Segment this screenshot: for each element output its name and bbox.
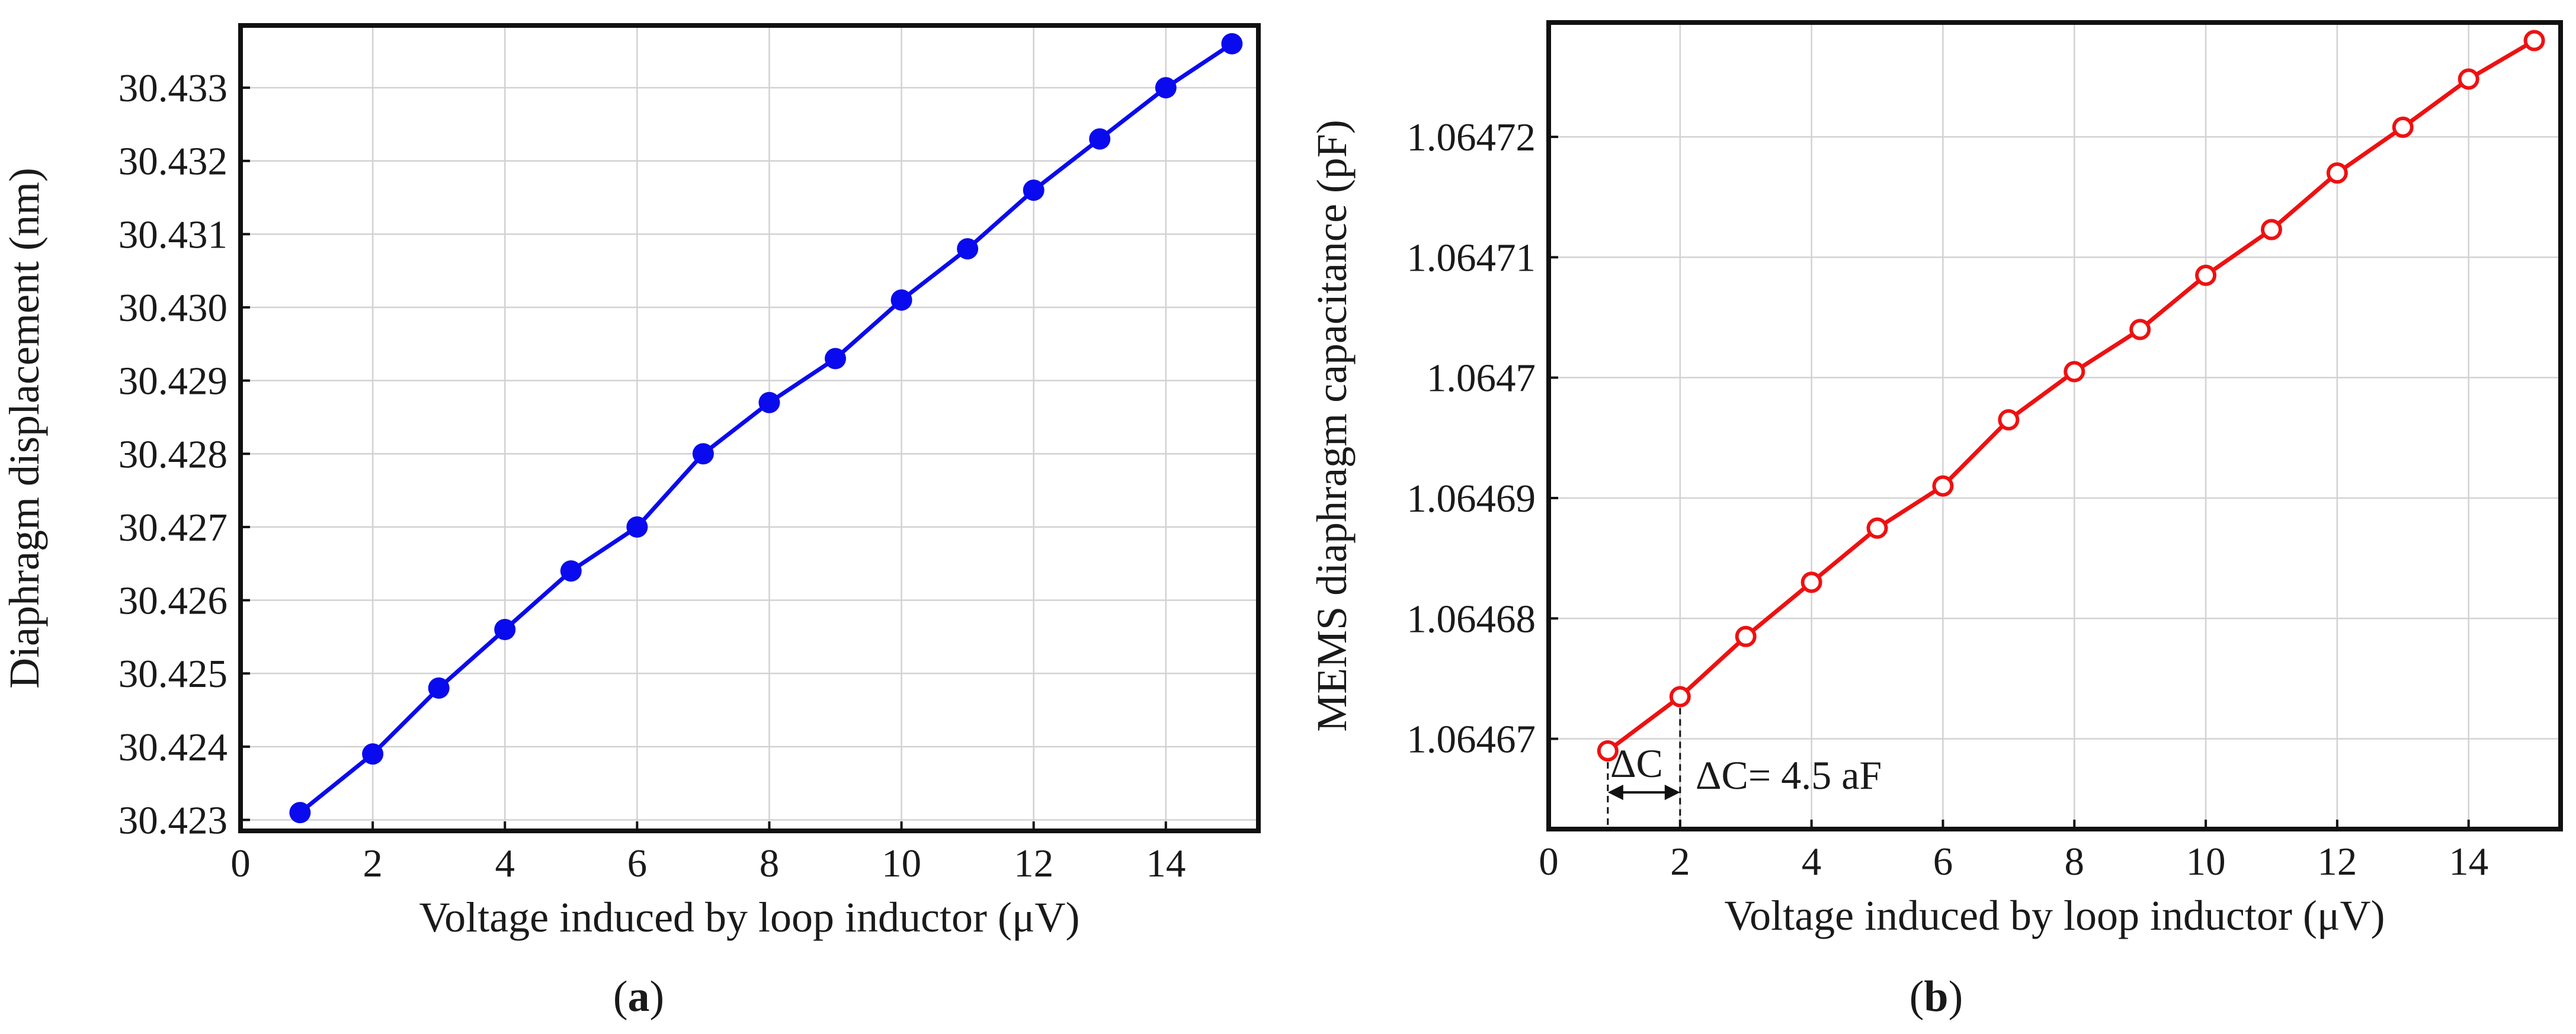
panel-label: (a) (613, 972, 664, 1021)
panel-b: 0 2 4 6 8 10 12 14 1.06467 1.06468 1.06469 1.0647 1.… (1308, 20, 2563, 1021)
x-tick-label: 4 (495, 842, 515, 885)
panel-label: (b) (1909, 972, 1963, 1021)
data-point (1669, 686, 1691, 708)
x-tick-label: 12 (1014, 842, 1053, 885)
data-point (1089, 128, 1111, 150)
data-point (1597, 740, 1619, 762)
data-point (957, 238, 979, 260)
data-point (2195, 264, 2217, 286)
data-point (1998, 409, 2020, 431)
y-tick-label: 30.424 (118, 725, 228, 769)
x-tick-label: 0 (230, 842, 251, 885)
panel-label-close: ) (650, 972, 665, 1021)
x-tick-label: 4 (1802, 840, 1822, 884)
x-tick-label: 12 (2317, 840, 2357, 884)
data-point (626, 516, 648, 538)
data-point (1932, 475, 1954, 497)
data-point (428, 677, 450, 699)
x-tick-label: 8 (2065, 840, 2085, 884)
x-tick-label: 2 (363, 842, 383, 885)
gridlines (1547, 23, 2561, 829)
panel-label-open: ( (1909, 972, 1924, 1021)
y-tick-label: 30.428 (118, 432, 228, 476)
x-tick-label: 14 (2449, 840, 2488, 884)
y-tick-label: 30.423 (118, 798, 228, 842)
panel-label-letter: a (628, 972, 650, 1021)
y-tick-label: 30.425 (118, 652, 228, 696)
y-tick-label: 30.433 (118, 66, 228, 110)
ticks: 0 2 4 6 8 10 12 14 1.06467 1.06468 1.06469 1.0647 1.… (1406, 115, 2488, 884)
data-point (1155, 77, 1177, 99)
series-displacement (289, 33, 1243, 824)
x-tick-label: 6 (627, 842, 648, 885)
arrow-head-right (1664, 785, 1680, 800)
plot-frame (238, 23, 1261, 833)
y-tick-label: 30.432 (118, 140, 228, 184)
panel-a: 0 2 4 6 8 10 12 14 30.423 30.424 30.425 30.426 30.42… (1, 23, 1261, 1021)
panel-label-letter: b (1924, 972, 1948, 1021)
y-tick-label: 30.430 (118, 286, 228, 330)
y-axis-label: Diaphragm displacement (nm) (1, 168, 48, 689)
data-point (2261, 219, 2282, 240)
y-tick-label: 30.426 (118, 579, 228, 623)
delta-c-annotation: ΔC ΔC= 4.5 aF (1607, 696, 1882, 829)
data-point (2523, 30, 2545, 52)
x-axis-label: Voltage induced by loop inductor (μV) (1724, 892, 2385, 939)
data-point (2064, 361, 2085, 383)
arrow-head-left (1607, 785, 1623, 800)
x-tick-label: 10 (882, 842, 921, 885)
y-tick-label: 1.06467 (1406, 718, 1536, 762)
data-point (2129, 319, 2151, 341)
data-point (1800, 571, 1822, 593)
data-point (289, 802, 311, 824)
gridlines (239, 25, 1258, 831)
y-tick-label: 30.431 (118, 213, 228, 256)
ticks: 0 2 4 6 8 10 12 14 30.423 30.424 30.425 30.426 30.42… (118, 66, 1186, 885)
x-tick-label: 10 (2186, 840, 2226, 884)
y-axis-label: MEMS diaphragm capacitance (pF) (1308, 120, 1356, 732)
x-tick-label: 8 (760, 842, 780, 885)
delta-c-label: ΔC (1610, 741, 1663, 786)
delta-c-value: ΔC= 4.5 aF (1696, 753, 1882, 798)
panel-label-close: ) (1949, 972, 1963, 1021)
x-tick-label: 0 (1539, 840, 1559, 884)
data-point (1023, 179, 1045, 201)
x-axis-label: Voltage induced by loop inductor (μV) (419, 894, 1079, 941)
y-tick-label: 1.06471 (1406, 236, 1536, 280)
data-point (1735, 625, 1757, 647)
series-capacitance (1597, 30, 2545, 762)
y-tick-label: 1.0647 (1427, 357, 1536, 400)
data-point (362, 743, 384, 765)
data-point (2392, 116, 2414, 138)
data-point (560, 560, 582, 582)
panel-label-open: ( (613, 972, 628, 1021)
data-point (692, 443, 714, 465)
data-point (2326, 162, 2348, 184)
y-tick-label: 1.06472 (1406, 115, 1536, 159)
y-tick-label: 30.429 (118, 359, 228, 403)
data-point (494, 619, 516, 640)
y-tick-label: 1.06468 (1406, 597, 1536, 641)
data-point (1866, 517, 1888, 539)
y-tick-label: 30.427 (118, 506, 228, 550)
y-tick-label: 1.06469 (1406, 477, 1536, 521)
data-point (2458, 68, 2479, 90)
x-tick-label: 2 (1670, 840, 1690, 884)
x-tick-label: 14 (1146, 842, 1186, 885)
plot-frame (1546, 20, 2563, 831)
data-point (1221, 33, 1243, 54)
data-point (890, 289, 912, 311)
data-point (758, 391, 780, 413)
x-tick-label: 6 (1933, 840, 1953, 884)
data-point (825, 348, 847, 370)
